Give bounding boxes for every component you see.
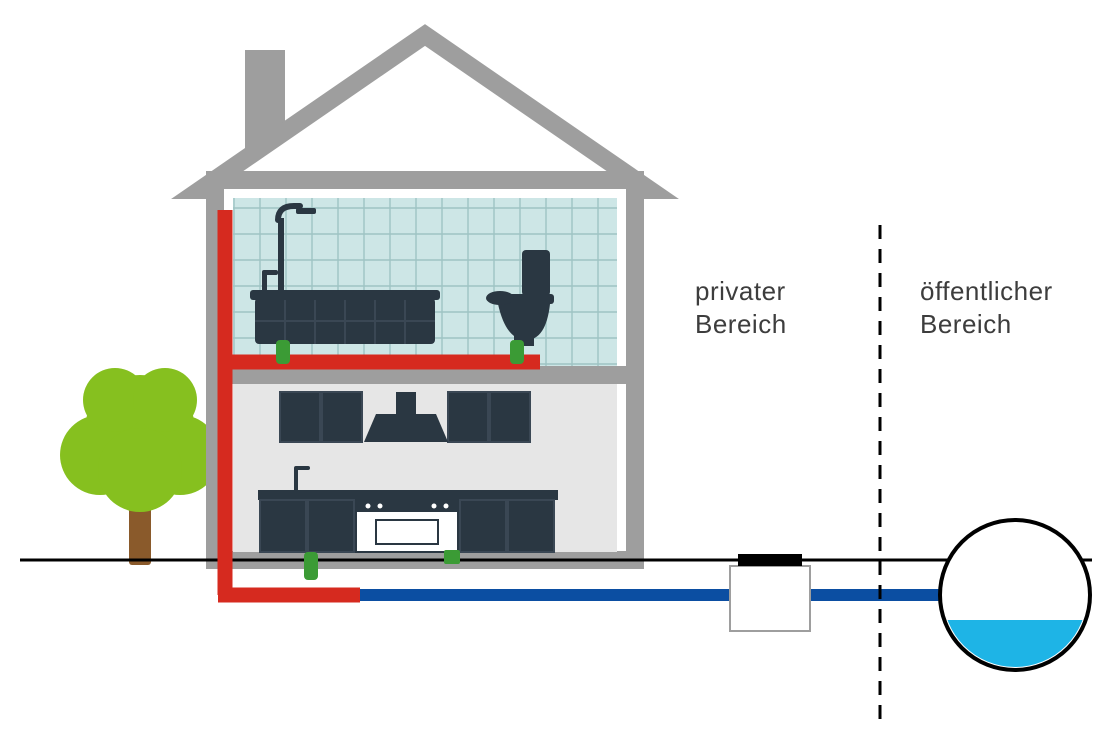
public-area-label: öffentlicher Bereich <box>920 275 1053 340</box>
private-area-label: privater Bereich <box>695 275 787 340</box>
label-line: Bereich <box>920 309 1012 339</box>
label-line: Bereich <box>695 309 787 339</box>
label-line: privater <box>695 276 786 306</box>
kitchen-icon <box>233 384 617 552</box>
house-sewer-diagram <box>0 0 1112 746</box>
access-box-icon <box>730 554 810 631</box>
tree-icon <box>60 368 220 565</box>
sewer-main-icon <box>940 520 1090 700</box>
label-line: öffentlicher <box>920 276 1053 306</box>
